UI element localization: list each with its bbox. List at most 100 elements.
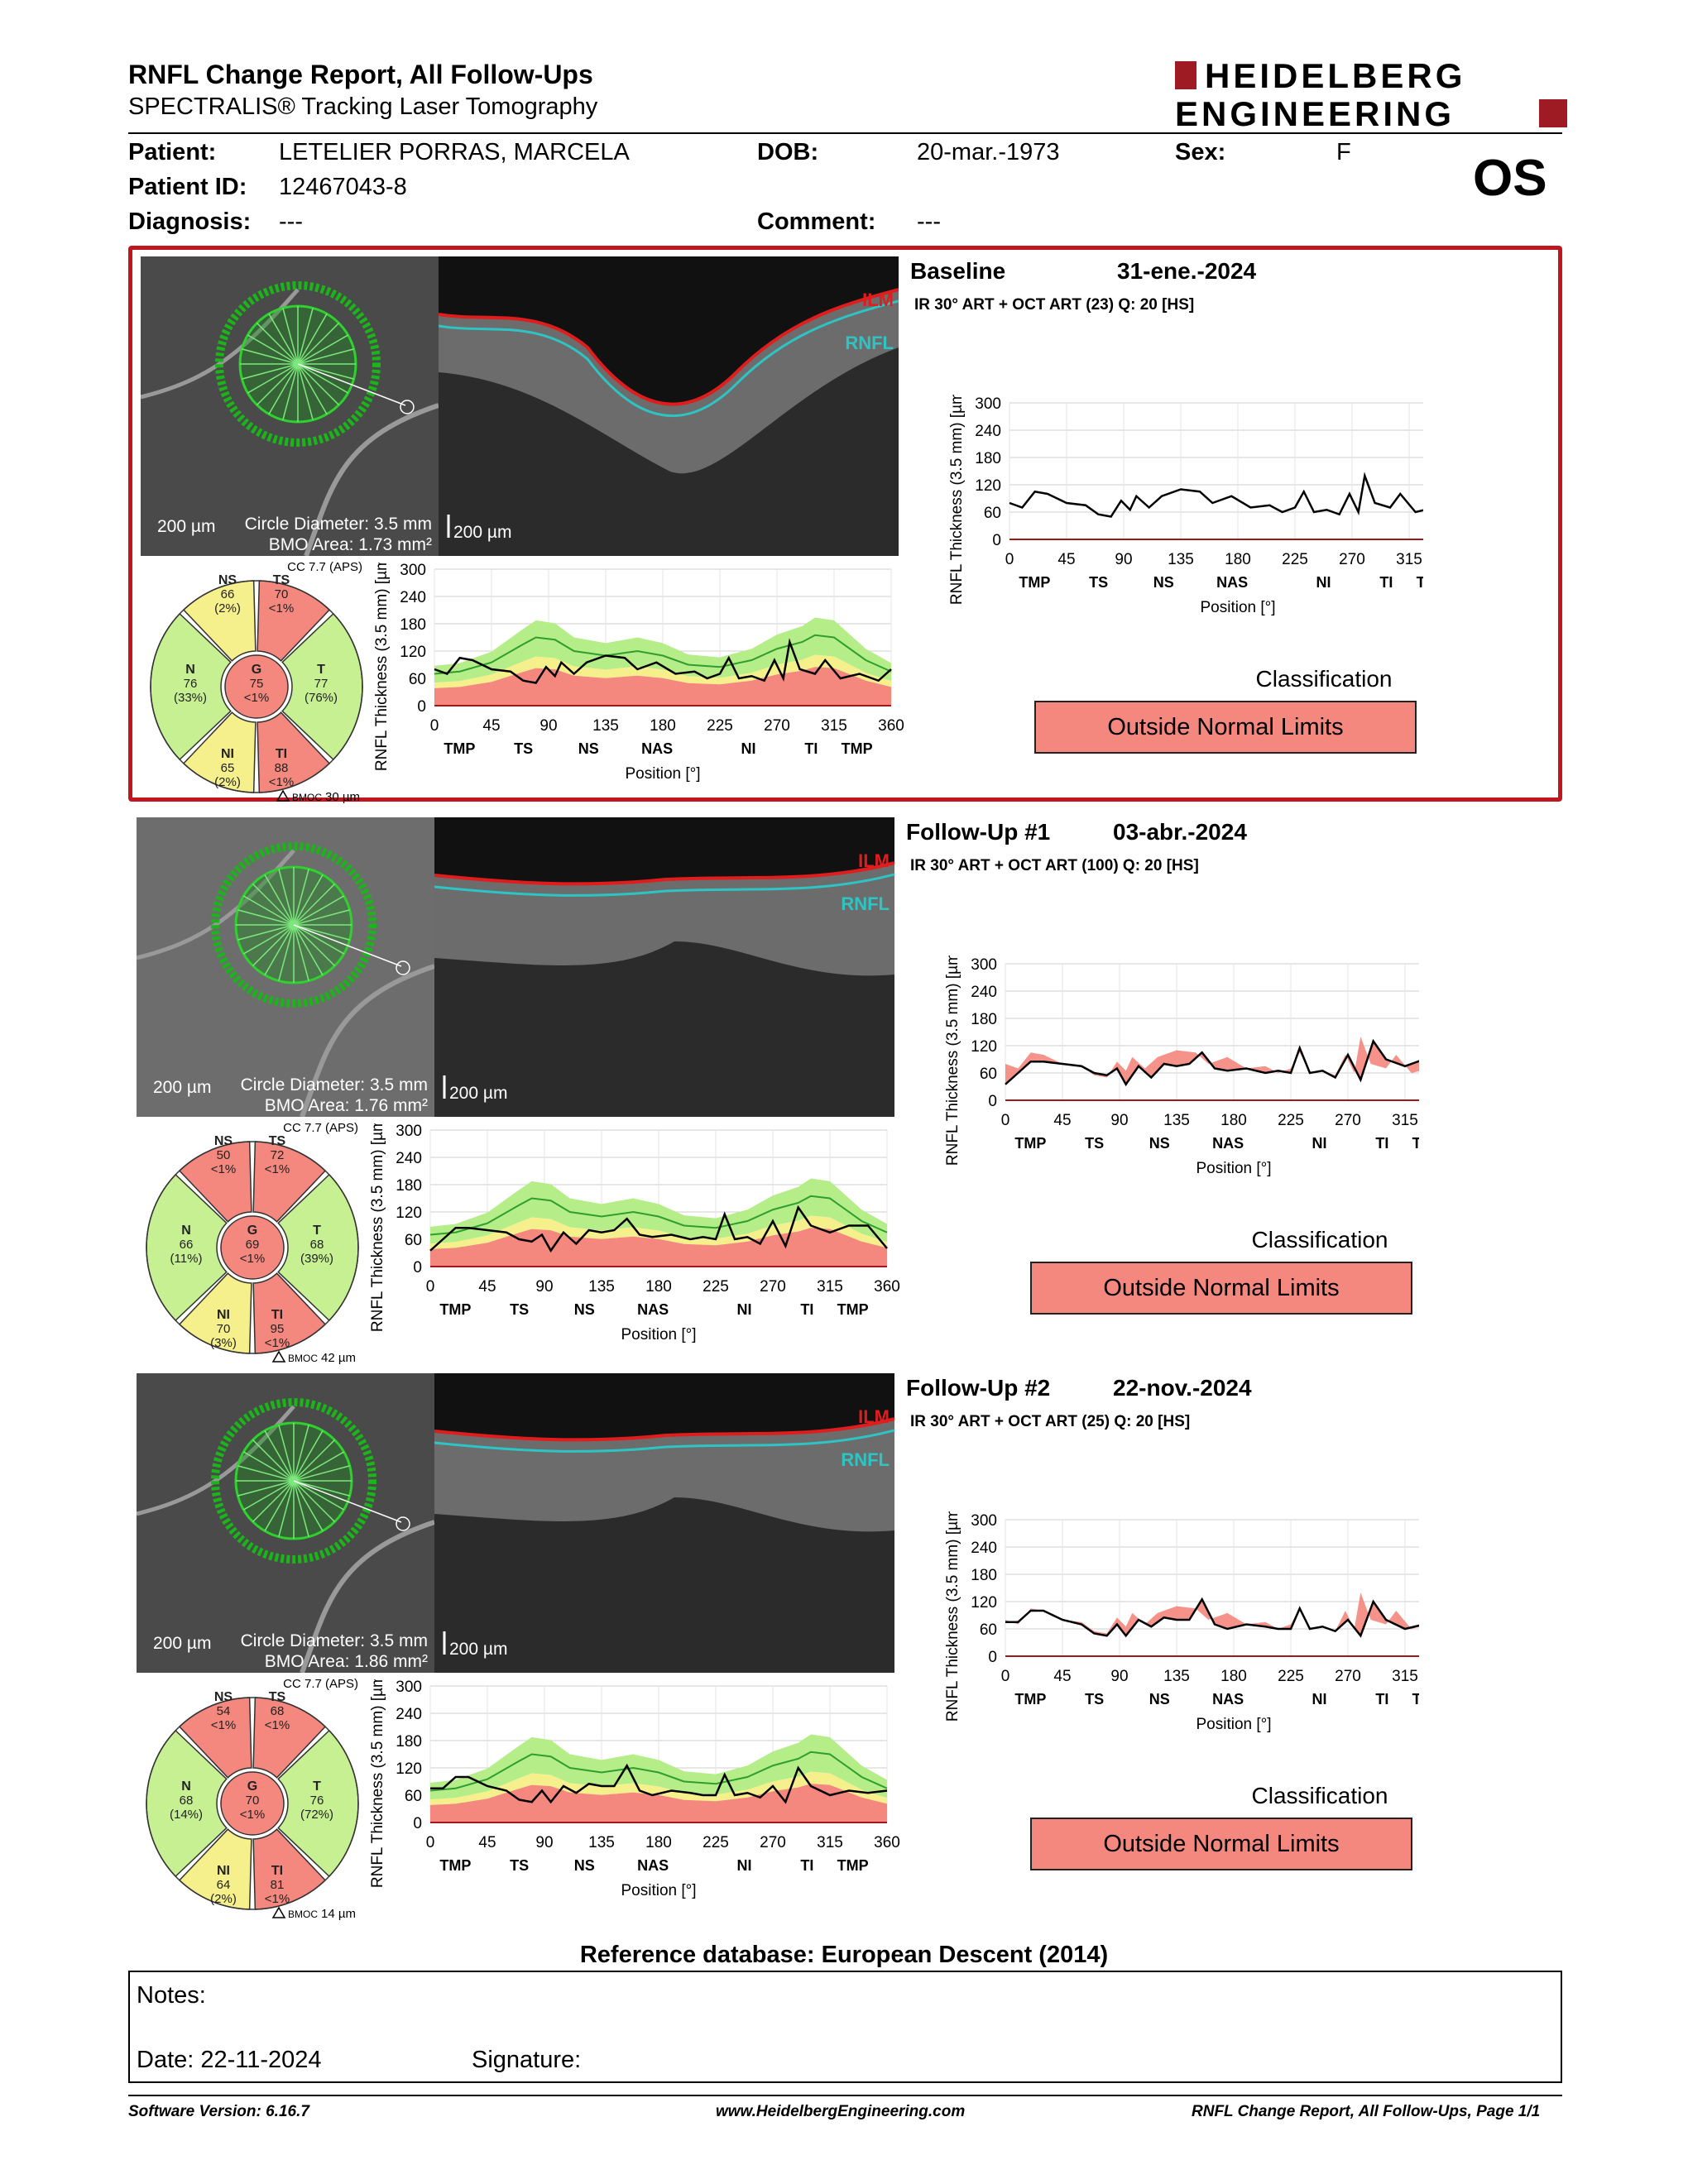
radial-scan-line (282, 308, 299, 365)
sector-axis-label: TS (510, 1301, 529, 1318)
x-tick-label: 0 (1001, 1112, 1010, 1129)
rnfl-segmentation (439, 299, 899, 418)
sector-axis-label: NAS (641, 740, 673, 757)
y-tick-label: 180 (396, 1733, 422, 1751)
sector-g-text: 75 (250, 677, 264, 691)
radial-scan-line (264, 1480, 295, 1531)
y-axis-label: RNFL Thickness (3.5 mm) [µm] (944, 956, 961, 1166)
radial-scan-line (252, 924, 295, 967)
choroid-layer (434, 1497, 894, 1673)
delta-icon (276, 789, 290, 802)
normal-band (430, 1734, 887, 1800)
sector-axis-label: TS (510, 1857, 529, 1874)
x-tick-label: 315 (1392, 1112, 1418, 1129)
x-tick-label: 225 (703, 1278, 729, 1296)
x-axis-label: Position [°] (1196, 1716, 1271, 1733)
acquisition-info: IR 30° ART + OCT ART (23) Q: 20 [HS] (914, 296, 1195, 314)
notes-box[interactable]: Notes: Date: 22-11-2024 Signature: (128, 1971, 1562, 2083)
y-tick-label: 240 (400, 589, 426, 606)
x-tick-label: 270 (1339, 551, 1365, 568)
exam-panel: 200 µm Circle Diameter: 3.5 mm BMO Area: 1… (128, 246, 1562, 804)
delta-bmoc-value: 14 µm (321, 1907, 356, 1921)
acquisition-info: IR 30° ART + OCT ART (100) Q: 20 [HS] (910, 857, 1199, 874)
sector-g-text: 70 (246, 1794, 260, 1808)
radial-scan-line (293, 1480, 309, 1537)
scan-start-marker (396, 1516, 410, 1531)
x-tick-label: 0 (1001, 1668, 1010, 1685)
oct-bscan-image: ILM RNFL 200 µm (439, 256, 899, 556)
sector-axis-label: TS (1085, 1135, 1104, 1152)
y-tick-label: 0 (417, 698, 426, 716)
x-tick-label: 135 (1163, 1112, 1190, 1129)
website-link[interactable]: www.HeidelbergEngineering.com (716, 2103, 966, 2120)
sector-axis-label: TMP (439, 1857, 471, 1874)
sector-pie-chart: CC 7.7 (APS) TS 72 <1% T 68 (39%) TI 95 <1% NI 70 (3… (128, 1117, 376, 1365)
y-tick-label: 120 (396, 1760, 422, 1778)
scan-direction-line (293, 1480, 402, 1523)
sector-ni-text: (2%) (214, 775, 241, 789)
slo-fundus-image: 200 µm Circle Diameter: 3.5 mm BMO Area: 1… (137, 817, 434, 1117)
sector-n-text: 76 (184, 677, 198, 691)
radial-scan-line (297, 363, 340, 406)
sector-pie-chart: CC 7.7 (APS) TS 68 <1% T 76 (72%) TI 81 <1% NI 64 (2… (128, 1673, 376, 1921)
y-axis-label: RNFL Thickness (3.5 mm) [µm] (373, 563, 391, 771)
sector-g-text: <1% (244, 691, 269, 705)
radial-scan-line (293, 924, 309, 981)
sector-ni-text: NI (217, 1308, 230, 1322)
reference-database: Reference database: European Descent (20… (579, 1942, 1109, 1968)
sector-ns-text: NS (218, 573, 237, 587)
sector-axis-label: NS (1149, 1135, 1170, 1152)
normal-mean-line (434, 634, 892, 675)
sector-axis-label: NI (741, 740, 756, 757)
sector-t-text: (72%) (300, 1808, 333, 1822)
radial-scan-line (278, 924, 295, 981)
sector-g-text: G (247, 1779, 257, 1794)
radial-scan-line (252, 1480, 295, 1523)
sector-ni-text: (2%) (210, 1892, 237, 1906)
delta-icon (271, 1350, 286, 1363)
y-axis-label: RNFL Thickness (3.5 mm) [µm] (948, 395, 966, 605)
sector-axis-label: TI (1379, 574, 1393, 591)
radial-scan-line (293, 924, 324, 975)
radial-scan-line (293, 895, 344, 926)
radial-scan-line (243, 1480, 295, 1511)
classification-label: Classification (1251, 1227, 1388, 1252)
x-tick-label: 315 (817, 1278, 843, 1296)
choroid-layer (434, 941, 894, 1117)
x-axis-label: Position [°] (625, 765, 700, 783)
exam-date: 03-abr.-2024 (1113, 819, 1247, 845)
patient-label: Patient: (128, 139, 217, 165)
normal-mean-line (429, 1751, 888, 1792)
choroid-layer (439, 347, 899, 556)
radial-scan-line (293, 1465, 350, 1482)
y-tick-label: 300 (400, 563, 426, 579)
sector-g (220, 1215, 285, 1280)
radial-scan-line (243, 924, 295, 955)
sector-axis-label: NI (737, 1301, 752, 1318)
sector-axis-label: NS (578, 740, 599, 757)
sector-axis-label: TI (1375, 1691, 1388, 1707)
y-tick-label: 180 (975, 450, 1001, 467)
x-tick-label: 270 (1335, 1668, 1361, 1685)
scan-start-marker (400, 400, 415, 414)
radial-scan-line (293, 883, 336, 926)
y-tick-label: 300 (971, 956, 997, 974)
radial-scan-line (247, 363, 299, 394)
radial-scan-line (297, 363, 348, 394)
classification-result: Outside Normal Limits (1034, 701, 1417, 754)
patient-id-label: Patient ID: (128, 174, 247, 200)
sector-ti-text: <1% (269, 775, 294, 789)
classification-result: Outside Normal Limits (1030, 1818, 1412, 1870)
sector-ts-text: TS (269, 1690, 286, 1704)
x-axis-label: Position [°] (621, 1882, 696, 1899)
scan-start-marker (396, 960, 410, 975)
x-tick-label: 315 (1392, 1668, 1418, 1685)
circle-diameter-label: Circle Diameter: 3.5 mm (245, 515, 432, 534)
x-tick-label: 180 (1220, 1668, 1247, 1685)
sector-ni-text: 64 (217, 1878, 231, 1892)
radial-scan-line (293, 924, 350, 941)
sector-t-text: (39%) (300, 1252, 333, 1266)
sector-g-text: G (247, 1224, 257, 1238)
radial-scan-line (293, 869, 309, 926)
sector-ts-text: <1% (269, 601, 294, 615)
